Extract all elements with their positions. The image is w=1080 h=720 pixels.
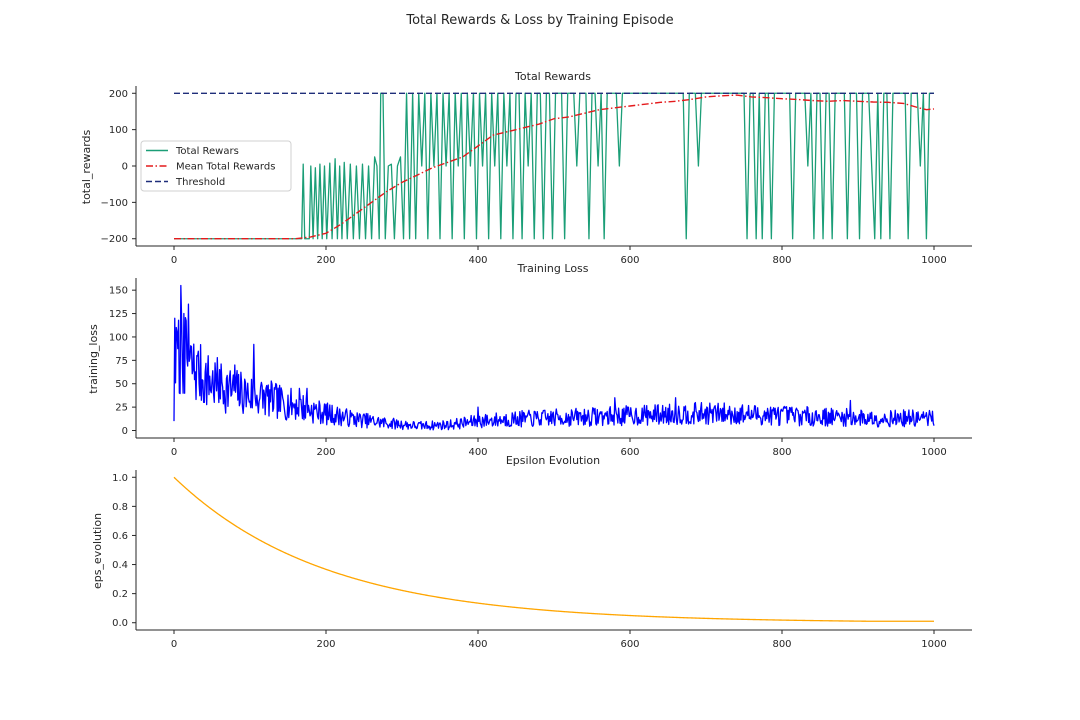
loss-x-tick-label: 800 xyxy=(772,447,791,458)
loss-y-tick-label: 100 xyxy=(109,332,128,343)
epsilon-panel: Epsilon Evolution eps_evolution 0 200 400 6… xyxy=(91,454,972,650)
rewards-legend: Total Rewars Mean Total Rewards Threshold xyxy=(140,140,292,192)
loss-panel: Training Loss training_loss 0 200 400 600 80… xyxy=(87,262,972,458)
epsilon-title: Epsilon Evolution xyxy=(506,454,600,467)
epsilon-x-tick-label: 800 xyxy=(772,639,791,650)
loss-x-tick-label: 400 xyxy=(468,447,487,458)
loss-y-tick-label: 25 xyxy=(115,403,128,414)
loss-y-tick-label: 125 xyxy=(109,309,128,320)
loss-y-tick-label: 150 xyxy=(109,286,128,297)
rewards-x-tick-label: 0 xyxy=(171,255,177,266)
legend-label: Mean Total Rewards xyxy=(176,162,275,173)
figure-title: Total Rewards & Loss by Training Episode xyxy=(405,13,673,28)
legend-box xyxy=(140,140,292,192)
rewards-marks xyxy=(174,92,935,240)
loss-y-tick-label: 0 xyxy=(122,426,128,437)
epsilon-y-tick-label: 0.2 xyxy=(112,589,128,600)
epsilon-axes: 0 200 400 600 800 1000 0.0 0.2 0.4 0.6 0.8 1.0 xyxy=(112,470,972,650)
loss-x-tick-label: 0 xyxy=(171,447,177,458)
rewards-x-tick-label: 200 xyxy=(316,255,335,266)
epsilon-y-tick-label: 1.0 xyxy=(112,473,128,484)
rewards-title: Total Rewards xyxy=(514,70,591,83)
loss-marks xyxy=(173,284,935,431)
legend-label: Threshold xyxy=(175,177,225,188)
loss-x-tick-label: 200 xyxy=(316,447,335,458)
loss-y-tick-label: 50 xyxy=(115,379,128,390)
rewards-x-tick-label: 1000 xyxy=(921,255,946,266)
rewards-y-tick-label: −200 xyxy=(101,234,128,245)
loss-ylabel: training_loss xyxy=(87,324,100,394)
rewards-panel: Total Rewards total_rewards 0 200 400 600 80… xyxy=(80,70,972,266)
loss-title: Training Loss xyxy=(516,262,588,275)
loss-x-tick-label: 1000 xyxy=(921,447,946,458)
epsilon-x-tick-label: 600 xyxy=(620,639,639,650)
rewards-series-line-1 xyxy=(174,94,935,240)
loss-x-tick-label: 600 xyxy=(620,447,639,458)
loss-series-line-0 xyxy=(173,284,935,431)
epsilon-x-tick-label: 200 xyxy=(316,639,335,650)
rewards-y-tick-label: −100 xyxy=(101,198,128,209)
rewards-y-tick-label: 200 xyxy=(109,89,128,100)
epsilon-x-tick-label: 400 xyxy=(468,639,487,650)
epsilon-y-tick-label: 0.6 xyxy=(112,531,128,542)
epsilon-y-tick-label: 0.4 xyxy=(112,560,128,571)
epsilon-marks xyxy=(173,476,934,622)
loss-axes: 0 200 400 600 800 1000 0 25 50 75 100 125 150 xyxy=(109,278,972,458)
rewards-ylabel: total_rewards xyxy=(80,129,93,204)
epsilon-series-line-0 xyxy=(173,476,934,622)
rewards-y-tick-label: 100 xyxy=(109,125,128,136)
rewards-axes: 0 200 400 600 800 1000 −200 −100 0 100 200 xyxy=(101,86,972,266)
rewards-x-tick-label: 600 xyxy=(620,255,639,266)
epsilon-y-tick-label: 0.0 xyxy=(112,618,128,629)
legend-label: Total Rewars xyxy=(175,146,239,157)
epsilon-x-tick-label: 1000 xyxy=(921,639,946,650)
rewards-x-tick-label: 800 xyxy=(772,255,791,266)
epsilon-x-tick-label: 0 xyxy=(171,639,177,650)
rewards-x-tick-label: 400 xyxy=(468,255,487,266)
epsilon-ylabel: eps_evolution xyxy=(91,513,104,589)
loss-y-tick-label: 75 xyxy=(115,356,128,367)
rewards-y-tick-label: 0 xyxy=(122,162,128,173)
epsilon-y-tick-label: 0.8 xyxy=(112,502,128,513)
